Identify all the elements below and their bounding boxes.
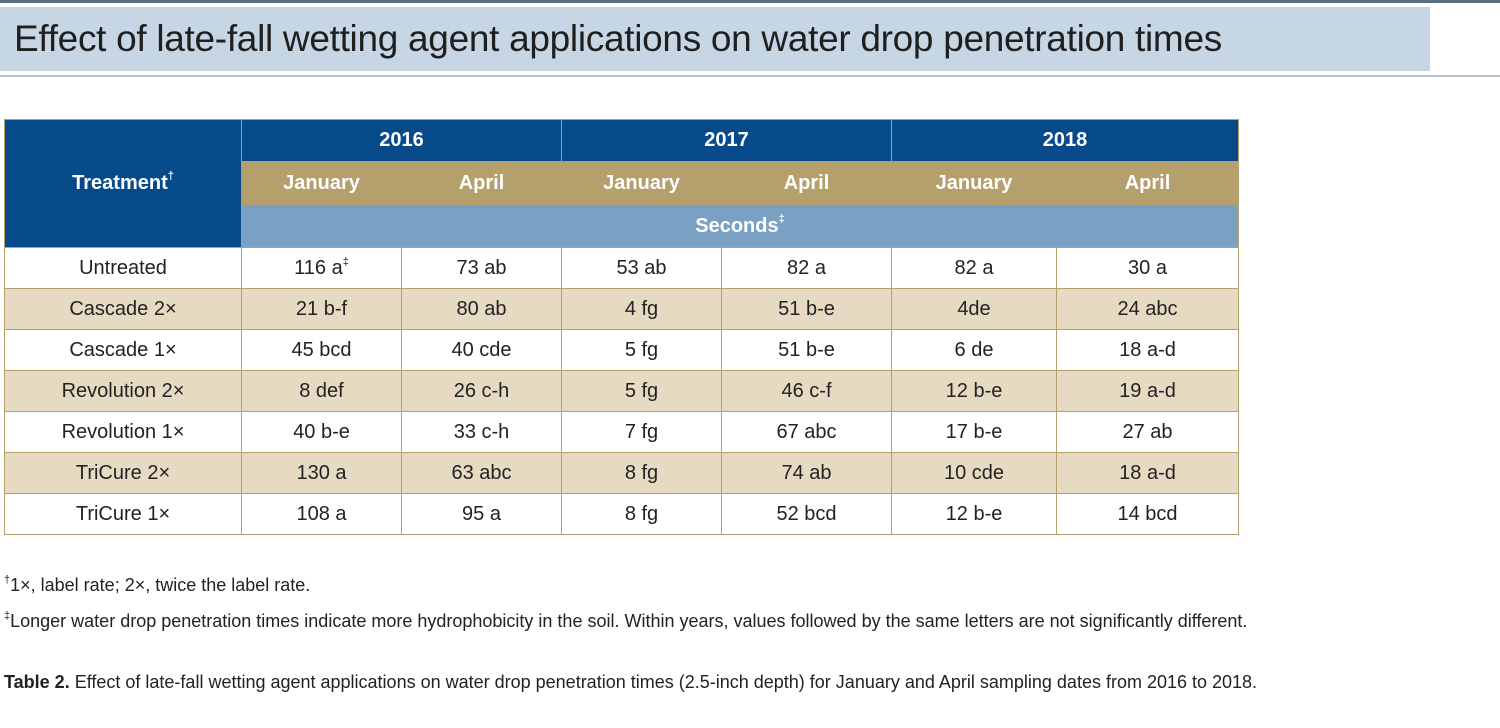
treatment-cell: Untreated — [4, 247, 242, 289]
title-band: Effect of late-fall wetting agent applic… — [0, 7, 1430, 71]
value-cell: 73 ab — [401, 247, 562, 289]
treatment-cell: Cascade 1× — [4, 329, 242, 371]
value-cell: 108 a — [241, 493, 402, 535]
table-row: Untreated 116 a‡ 73 ab 53 ab 82 a 82 a 3… — [4, 247, 1239, 289]
treatment-cell: Cascade 2× — [4, 288, 242, 330]
title-rule — [0, 75, 1500, 77]
value-footnote-mark: ‡ — [342, 255, 349, 268]
year-header-2018: 2018 — [891, 119, 1239, 162]
treatment-footnote-mark: † — [167, 170, 174, 182]
value-cell: 7 fg — [561, 411, 722, 453]
treatment-cell: Revolution 2× — [4, 370, 242, 412]
value-cell: 33 c-h — [401, 411, 562, 453]
value-cell: 4 fg — [561, 288, 722, 330]
value-cell: 17 b-e — [891, 411, 1057, 453]
value-cell: 8 def — [241, 370, 402, 412]
value-cell: 51 b-e — [721, 288, 892, 330]
top-rule — [0, 0, 1500, 3]
table-row: Revolution 1× 40 b-e 33 c-h 7 fg 67 abc … — [4, 411, 1239, 453]
value-cell: 10 cde — [891, 452, 1057, 494]
month-header: January — [561, 161, 722, 205]
value-cell: 130 a — [241, 452, 402, 494]
unit-footnote-mark: ‡ — [778, 212, 785, 225]
treatment-header-label: Treatment — [72, 172, 168, 194]
table-row: Cascade 1× 45 bcd 40 cde 5 fg 51 b-e 6 d… — [4, 329, 1239, 371]
month-header: January — [241, 161, 402, 205]
footnote-label-rate: †1×, label rate; 2×, twice the label rat… — [4, 574, 311, 596]
value-cell: 74 ab — [721, 452, 892, 494]
value-cell: 80 ab — [401, 288, 562, 330]
unit-header: Seconds‡ — [241, 204, 1239, 248]
value-cell: 40 b-e — [241, 411, 402, 453]
value-cell: 30 a — [1056, 247, 1239, 289]
value-text: 116 a — [294, 256, 343, 279]
value-cell: 5 fg — [561, 370, 722, 412]
value-cell: 21 b-f — [241, 288, 402, 330]
unit-label: Seconds — [695, 214, 779, 237]
value-cell: 67 abc — [721, 411, 892, 453]
value-cell: 40 cde — [401, 329, 562, 371]
treatment-cell: TriCure 2× — [4, 452, 242, 494]
value-cell: 82 a — [891, 247, 1057, 289]
value-cell: 14 bcd — [1056, 493, 1239, 535]
value-cell: 6 de — [891, 329, 1057, 371]
treatment-header: Treatment† — [4, 119, 242, 248]
year-header-row: Treatment† 2016 2017 2018 — [4, 119, 1239, 248]
value-cell: 5 fg — [561, 329, 722, 371]
footnote-text: Longer water drop penetration times indi… — [10, 611, 1248, 631]
caption-text: Effect of late-fall wetting agent applic… — [69, 672, 1258, 692]
footnote-mark: † — [4, 574, 11, 586]
caption-label: Table 2. — [4, 672, 70, 692]
month-header: January — [891, 161, 1057, 205]
value-cell: 46 c-f — [721, 370, 892, 412]
value-cell: 19 a-d — [1056, 370, 1239, 412]
value-cell: 63 abc — [401, 452, 562, 494]
value-cell: 18 a-d — [1056, 329, 1239, 371]
value-cell: 8 fg — [561, 452, 722, 494]
value-cell: 51 b-e — [721, 329, 892, 371]
value-cell: 4de — [891, 288, 1057, 330]
value-cell: 26 c-h — [401, 370, 562, 412]
value-cell: 53 ab — [561, 247, 722, 289]
table-row: Cascade 2× 21 b-f 80 ab 4 fg 51 b-e 4de … — [4, 288, 1239, 330]
month-header: April — [401, 161, 562, 205]
table-row: Revolution 2× 8 def 26 c-h 5 fg 46 c-f 1… — [4, 370, 1239, 412]
penetration-times-table: Treatment† 2016 2017 2018 January April … — [4, 119, 1239, 535]
value-cell: 95 a — [401, 493, 562, 535]
table-row: TriCure 1× 108 a 95 a 8 fg 52 bcd 12 b-e… — [4, 493, 1239, 535]
year-header-2016: 2016 — [241, 119, 562, 162]
month-header-row: January April January April January Apri… — [5, 161, 1239, 205]
page-title: Effect of late-fall wetting agent applic… — [14, 18, 1222, 59]
value-cell: 12 b-e — [891, 370, 1057, 412]
footnote-mark: ‡ — [4, 610, 11, 622]
month-header: April — [1056, 161, 1239, 205]
footnote-penetration: ‡Longer water drop penetration times ind… — [4, 610, 1248, 632]
value-cell: 45 bcd — [241, 329, 402, 371]
value-cell: 116 a‡ — [241, 247, 402, 289]
month-header: April — [721, 161, 892, 205]
footnote-text: 1×, label rate; 2×, twice the label rate… — [10, 575, 311, 595]
table-caption: Table 2. Effect of late-fall wetting age… — [4, 672, 1257, 693]
value-cell: 24 abc — [1056, 288, 1239, 330]
value-cell: 12 b-e — [891, 493, 1057, 535]
value-cell: 52 bcd — [721, 493, 892, 535]
year-header-2017: 2017 — [561, 119, 892, 162]
treatment-cell: TriCure 1× — [4, 493, 242, 535]
value-cell: 82 a — [721, 247, 892, 289]
value-cell: 27 ab — [1056, 411, 1239, 453]
unit-header-row: Seconds‡ — [5, 204, 1239, 248]
value-cell: 8 fg — [561, 493, 722, 535]
value-cell: 18 a-d — [1056, 452, 1239, 494]
treatment-cell: Revolution 1× — [4, 411, 242, 453]
table-row: TriCure 2× 130 a 63 abc 8 fg 74 ab 10 cd… — [4, 452, 1239, 494]
